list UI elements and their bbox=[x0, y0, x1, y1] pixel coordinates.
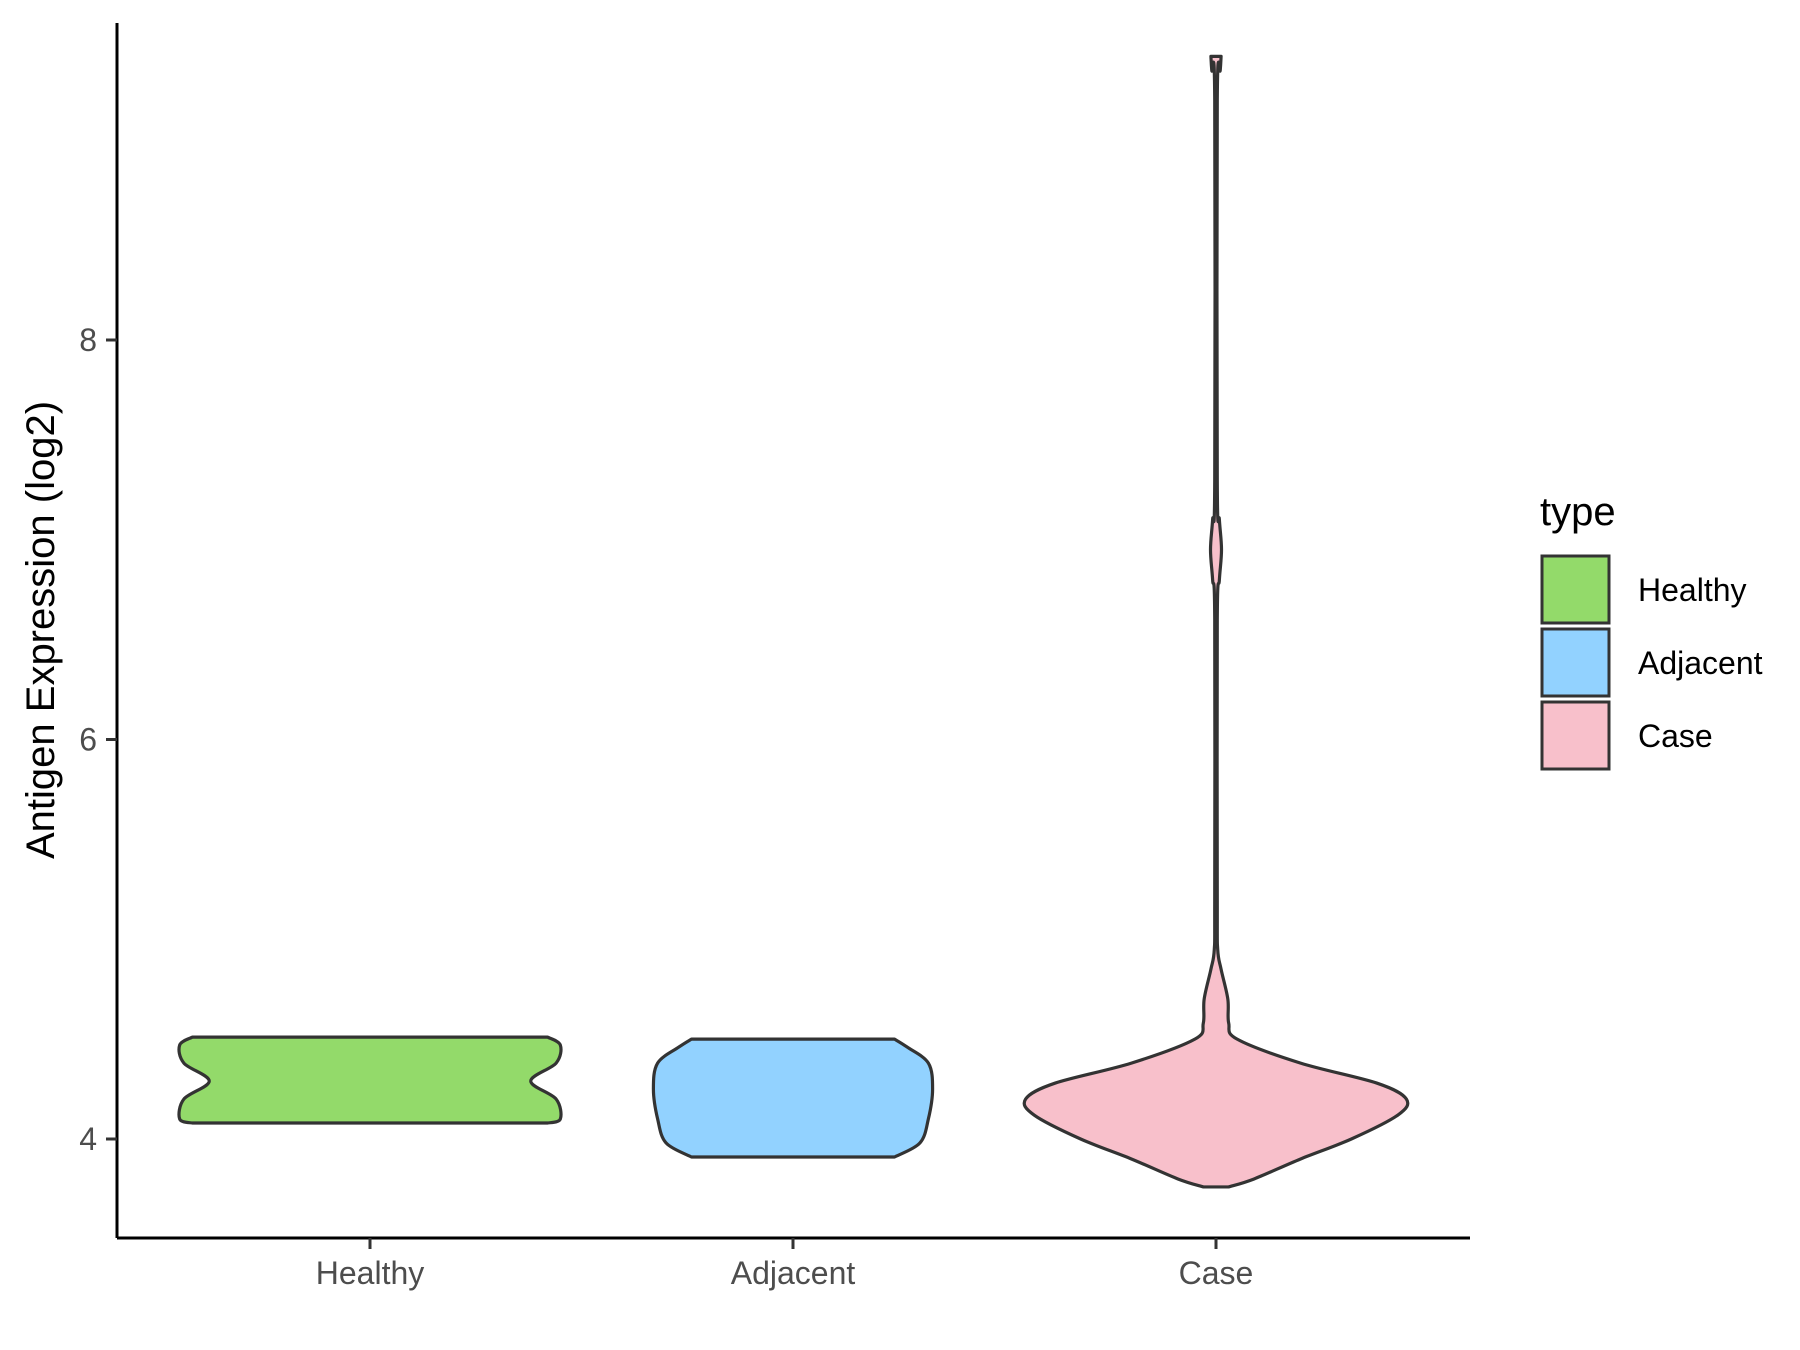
violin-healthy bbox=[177, 1035, 563, 1125]
x-tick-label: Healthy bbox=[316, 1255, 425, 1291]
y-tick-label: 4 bbox=[79, 1121, 97, 1157]
x-ticks: Healthy Adjacent Case bbox=[316, 1238, 1254, 1291]
y-ticks: 4 6 8 bbox=[79, 322, 117, 1157]
legend-items: Healthy Adjacent Case bbox=[1540, 554, 1763, 771]
y-axis-title: Antigen Expression (log2) bbox=[19, 401, 63, 859]
x-tick-label: Adjacent bbox=[731, 1255, 856, 1291]
legend-label-healthy: Healthy bbox=[1638, 572, 1747, 608]
legend-title: type bbox=[1540, 490, 1616, 534]
legend-swatch-adjacent bbox=[1540, 627, 1611, 698]
y-tick-label: 8 bbox=[79, 322, 97, 358]
legend-label-case: Case bbox=[1638, 718, 1713, 754]
violin-adjacent bbox=[651, 1037, 935, 1159]
legend-swatch-healthy bbox=[1540, 554, 1611, 625]
legend: type Healthy Adjacent Case bbox=[1540, 490, 1763, 771]
x-tick-label: Case bbox=[1179, 1255, 1254, 1291]
y-tick-label: 6 bbox=[79, 722, 97, 758]
violins bbox=[177, 54, 1410, 1189]
violin-case bbox=[1022, 54, 1410, 1189]
legend-swatch-case bbox=[1540, 700, 1611, 771]
legend-label-adjacent: Adjacent bbox=[1638, 645, 1763, 681]
